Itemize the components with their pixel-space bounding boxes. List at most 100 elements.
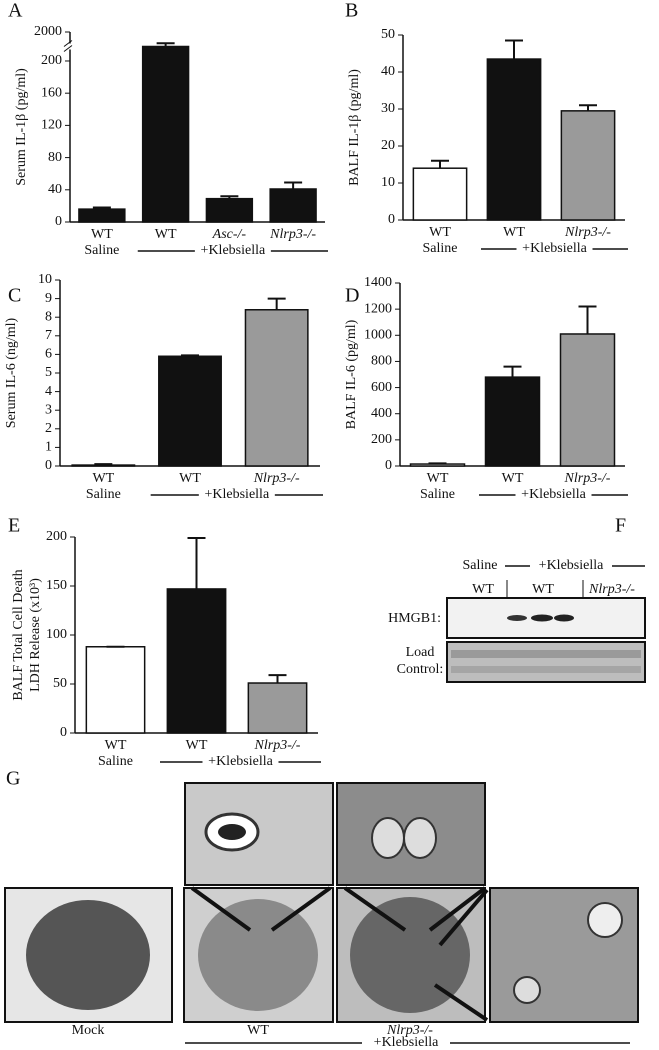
panel-label: D <box>345 285 359 307</box>
y-axis-label: Serum IL-1β (pg/ml) <box>14 68 29 186</box>
bacterium <box>218 824 246 840</box>
bacterium <box>403 817 437 859</box>
panel-label: F <box>615 515 626 537</box>
x-tick-label: WT <box>429 225 451 240</box>
x-tick-label: WT <box>502 471 524 486</box>
x-tick-label: Nlrp3-/- <box>254 738 301 753</box>
y-tick-label: 5 <box>45 365 52 380</box>
x-tick-label: Nlrp3-/- <box>253 471 300 486</box>
bar <box>78 208 126 223</box>
y-tick-label: 50 <box>53 676 67 691</box>
x-tick-label: WT <box>105 738 127 753</box>
y-tick-label: 4 <box>45 384 52 399</box>
bar <box>205 197 254 223</box>
y-tick-label: 10 <box>38 272 52 287</box>
y-tick-label: 800 <box>371 354 392 369</box>
y-axis-label: LDH Release (x10³) <box>28 578 43 692</box>
y-axis-label: BALF IL-1β (pg/ml) <box>347 69 362 186</box>
lane-label: WT <box>532 582 554 597</box>
x-tick-label: WT <box>503 225 525 240</box>
bar <box>269 188 317 223</box>
caption: WT <box>247 1023 269 1038</box>
axis-break <box>63 40 73 47</box>
bar <box>141 45 190 223</box>
bar <box>412 167 468 221</box>
bar <box>244 309 309 467</box>
y-tick-label: 0 <box>385 458 392 473</box>
group-label: +Klebsiella <box>205 487 270 502</box>
y-tick-label: 2 <box>45 421 52 436</box>
panel-label: E <box>8 515 20 537</box>
axis-break <box>63 45 73 52</box>
y-tick-label: 6 <box>45 347 52 362</box>
group-label: +Klebsiella <box>201 243 266 258</box>
x-tick-label: WT <box>186 738 208 753</box>
x-tick-label: WT <box>91 227 113 242</box>
x-tick-label: Nlrp3-/- <box>269 227 316 242</box>
y-tick-label: 1200 <box>364 301 392 316</box>
y-tick-label: 1400 <box>364 275 392 290</box>
zoom-lines <box>190 886 489 1022</box>
y-axis-label: BALF IL-6 (pg/ml) <box>344 319 359 429</box>
bar <box>247 682 308 734</box>
y-tick-label: 7 <box>45 328 52 343</box>
y-tick-label: 120 <box>41 118 62 133</box>
bar <box>85 646 146 734</box>
y-tick-label: 400 <box>371 406 392 421</box>
y-tick-label: 200 <box>41 53 62 68</box>
cell <box>26 900 150 1010</box>
cell <box>198 899 318 1011</box>
bar <box>158 355 222 467</box>
bar <box>559 333 616 467</box>
y-tick-label: 40 <box>381 64 395 79</box>
y-tick-label: 40 <box>48 182 62 197</box>
blot-band <box>451 650 641 658</box>
blot-band <box>451 666 641 673</box>
group-label: Saline <box>84 243 119 258</box>
y-tick-label: 0 <box>60 725 67 740</box>
panel-label: C <box>8 285 21 307</box>
lane-label: WT <box>472 582 494 597</box>
x-tick-label: WT <box>179 471 201 486</box>
y-tick-label: 1 <box>45 440 52 455</box>
x-tick-label: WT <box>155 227 177 242</box>
group-label: Saline <box>420 487 455 502</box>
panel-label: B <box>345 0 358 22</box>
bacterium <box>371 817 405 859</box>
y-tick-label: 1000 <box>364 328 392 343</box>
cell <box>350 897 470 1013</box>
lane-label: Nlrp3-/- <box>588 582 635 597</box>
row-label: Control: <box>397 662 444 677</box>
bar <box>560 110 616 221</box>
blot-band <box>531 614 553 622</box>
y-tick-label: 20 <box>381 138 395 153</box>
bar <box>486 58 542 221</box>
y-axis-label: BALF Total Cell Death <box>11 569 26 700</box>
group-label: Saline <box>423 241 458 256</box>
cells <box>26 812 623 1013</box>
y-tick-label: 200 <box>46 529 67 544</box>
y-tick-label: 2000 <box>34 24 62 39</box>
bar <box>71 464 136 467</box>
group-label: +Klebsiella <box>208 754 273 769</box>
panel-label: G <box>6 768 20 790</box>
treatment-label: +Klebsiella <box>539 558 604 573</box>
y-tick-label: 200 <box>371 432 392 447</box>
x-tick-label: WT <box>92 471 114 486</box>
y-tick-label: 0 <box>45 458 52 473</box>
x-tick-label: Nlrp3-/- <box>564 225 611 240</box>
treatment-label: Saline <box>463 558 498 573</box>
bar <box>166 588 227 734</box>
y-tick-label: 100 <box>46 627 67 642</box>
bar <box>484 376 541 467</box>
y-axis-label: Serum IL-6 (ng/ml) <box>4 317 19 428</box>
x-tick-label: WT <box>427 471 449 486</box>
row-label: Load <box>406 645 435 660</box>
bacterium <box>587 902 623 938</box>
treatment-label: +Klebsiella <box>374 1035 439 1050</box>
y-tick-label: 0 <box>55 214 62 229</box>
caption: Mock <box>72 1023 105 1038</box>
y-tick-label: 10 <box>381 175 395 190</box>
